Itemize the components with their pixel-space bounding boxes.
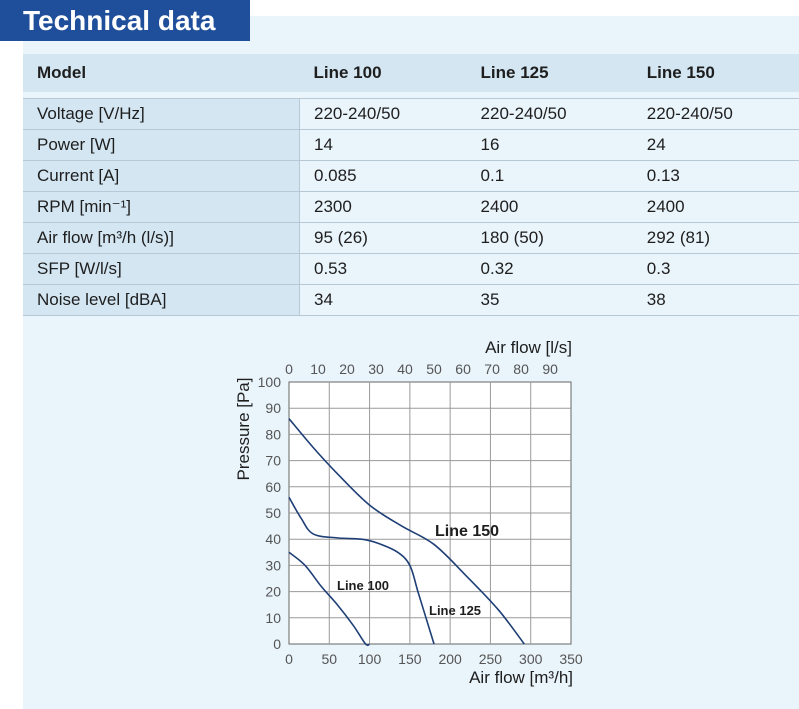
section-title: Technical data xyxy=(0,0,250,41)
table-row: Voltage [V/Hz] 220-240/50 220-240/50 220-24… xyxy=(23,98,799,130)
x2-tick-label: 60 xyxy=(455,361,471,377)
y-tick-label: 100 xyxy=(258,374,282,390)
x2-tick-label: 20 xyxy=(339,361,355,377)
table-cell: 34 xyxy=(299,284,467,316)
y-tick-label: 30 xyxy=(265,557,281,573)
x-tick-label: 200 xyxy=(438,651,462,667)
table-row: Noise level [dBA] 34 35 38 xyxy=(23,284,799,316)
table-cell: 2300 xyxy=(299,191,467,223)
x2-tick-label: 50 xyxy=(426,361,442,377)
x2-axis-label: Air flow [l/s] xyxy=(485,338,572,357)
table-header-row: Model Line 100 Line 125 Line 150 xyxy=(23,54,799,92)
row-label: RPM [min⁻¹] xyxy=(23,191,300,223)
table-cell: 292 (81) xyxy=(632,222,799,254)
technical-data-table: Model Line 100 Line 125 Line 150 Voltage… xyxy=(23,54,799,316)
x-tick-label: 0 xyxy=(285,651,293,667)
x-tick-label: 50 xyxy=(321,651,337,667)
table-cell: 2400 xyxy=(632,191,799,223)
table-cell: 35 xyxy=(466,284,633,316)
y-axis-label: Pressure [Pa] xyxy=(234,378,253,481)
header-line-125: Line 125 xyxy=(466,54,633,92)
table-cell: 220-240/50 xyxy=(299,98,467,130)
x2-tick-label: 80 xyxy=(513,361,529,377)
x2-tick-label: 10 xyxy=(310,361,326,377)
table-cell: 38 xyxy=(632,284,799,316)
row-label: SFP [W/l/s] xyxy=(23,253,300,285)
x2-tick-label: 40 xyxy=(397,361,413,377)
x-tick-label: 300 xyxy=(519,651,543,667)
x-axis-label: Air flow [m³/h] xyxy=(469,668,573,687)
table-row: Current [A] 0.085 0.1 0.13 xyxy=(23,160,799,192)
x2-tick-label: 0 xyxy=(285,361,293,377)
table-cell: 0.13 xyxy=(632,160,799,192)
header-line-100: Line 100 xyxy=(299,54,467,92)
row-label: Power [W] xyxy=(23,129,300,161)
table-cell: 0.3 xyxy=(632,253,799,285)
header-model: Model xyxy=(23,54,300,92)
table-cell: 16 xyxy=(466,129,633,161)
curve-line-150 xyxy=(288,418,525,645)
y-tick-label: 50 xyxy=(265,505,281,521)
curve-line-125 xyxy=(288,496,435,645)
y-tick-label: 70 xyxy=(265,453,281,469)
table-cell: 2400 xyxy=(466,191,633,223)
x2-tick-label: 30 xyxy=(368,361,384,377)
table-row: Air flow [m³/h (l/s)] 95 (26) 180 (50) 292 … xyxy=(23,222,799,254)
table-cell: 220-240/50 xyxy=(466,98,633,130)
y-tick-label: 80 xyxy=(265,426,281,442)
row-label: Air flow [m³/h (l/s)] xyxy=(23,222,300,254)
table-cell: 180 (50) xyxy=(466,222,633,254)
table-row: SFP [W/l/s] 0.53 0.32 0.3 xyxy=(23,253,799,285)
x-tick-label: 250 xyxy=(479,651,503,667)
row-label: Voltage [V/Hz] xyxy=(23,98,300,130)
y-tick-label: 10 xyxy=(265,610,281,626)
table-cell: 0.085 xyxy=(299,160,467,192)
x-tick-label: 350 xyxy=(559,651,583,667)
y-tick-label: 60 xyxy=(265,479,281,495)
chart-grid xyxy=(289,382,571,644)
y-tick-label: 90 xyxy=(265,400,281,416)
header-line-150: Line 150 xyxy=(632,54,799,92)
row-label: Current [A] xyxy=(23,160,300,192)
table-cell: 14 xyxy=(299,129,467,161)
table-cell: 220-240/50 xyxy=(632,98,799,130)
x2-tick-label: 70 xyxy=(484,361,500,377)
x-tick-label: 100 xyxy=(358,651,382,667)
y-tick-label: 20 xyxy=(265,584,281,600)
y-tick-label: 0 xyxy=(273,636,281,652)
table-row: RPM [min⁻¹] 2300 2400 2400 xyxy=(23,191,799,223)
curve-line-100 xyxy=(288,551,370,647)
table-cell: 0.1 xyxy=(466,160,633,192)
table-row: Power [W] 14 16 24 xyxy=(23,129,799,161)
chart-curves xyxy=(288,418,525,647)
table-cell: 0.32 xyxy=(466,253,633,285)
table-cell: 95 (26) xyxy=(299,222,467,254)
label-line-125: Line 125 xyxy=(429,603,481,618)
x-tick-label: 150 xyxy=(398,651,422,667)
x2-tick-label: 90 xyxy=(542,361,558,377)
table-cell: 0.53 xyxy=(299,253,467,285)
row-label: Noise level [dBA] xyxy=(23,284,300,316)
table-cell: 24 xyxy=(632,129,799,161)
label-line-100: Line 100 xyxy=(337,578,389,593)
y-tick-label: 40 xyxy=(265,531,281,547)
label-line-150: Line 150 xyxy=(435,523,499,540)
